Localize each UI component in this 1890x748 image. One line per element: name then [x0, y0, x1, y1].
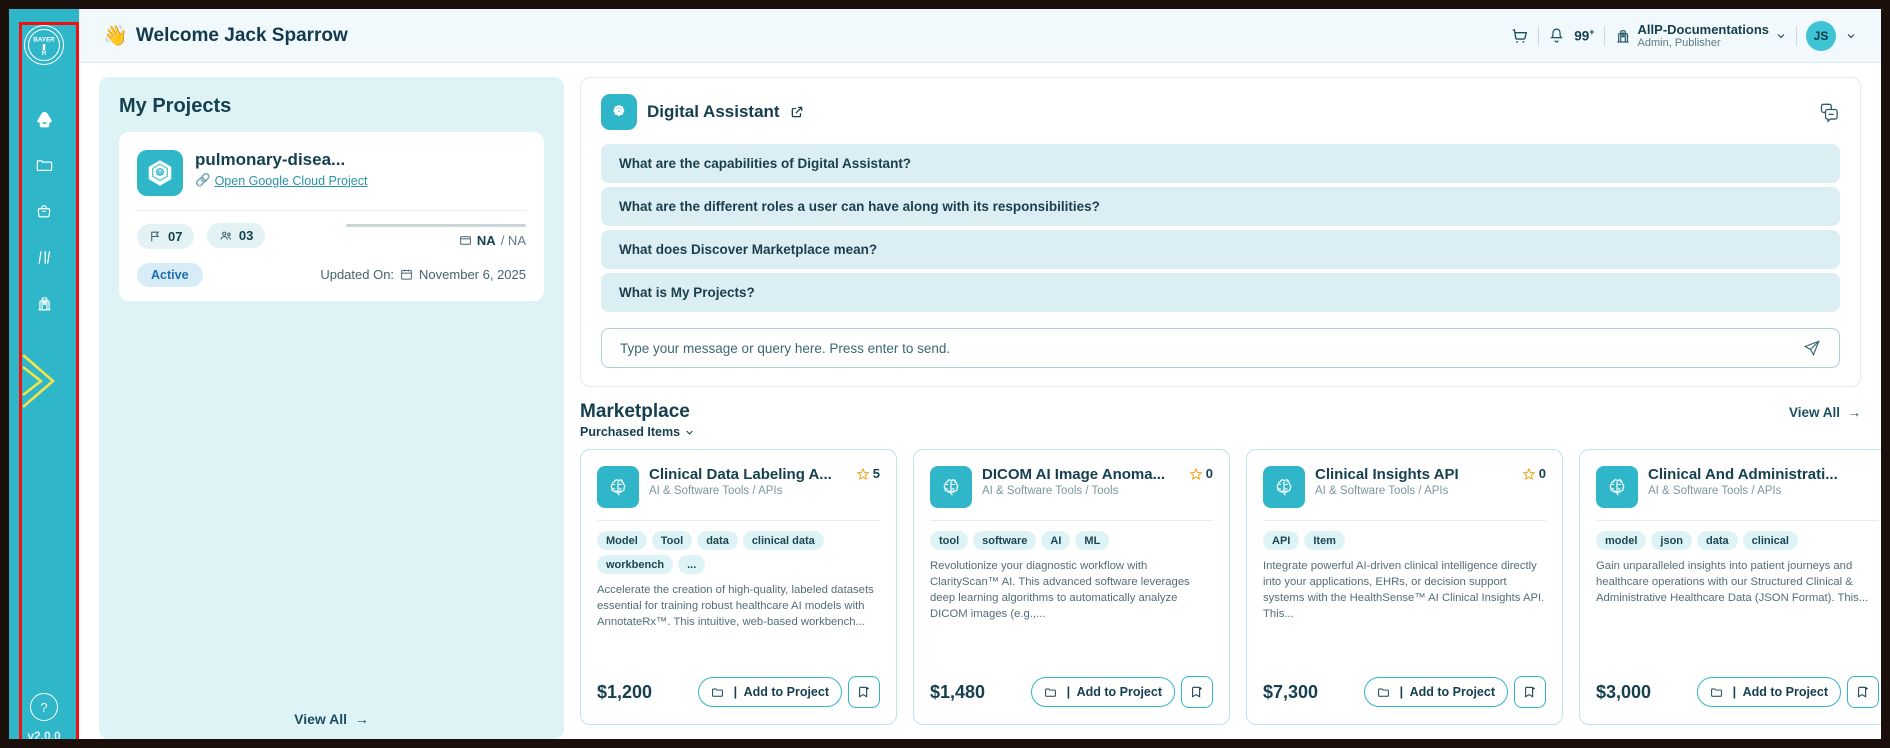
svg-text:R: R [42, 50, 47, 57]
svg-text:BAYER: BAYER [33, 37, 55, 44]
